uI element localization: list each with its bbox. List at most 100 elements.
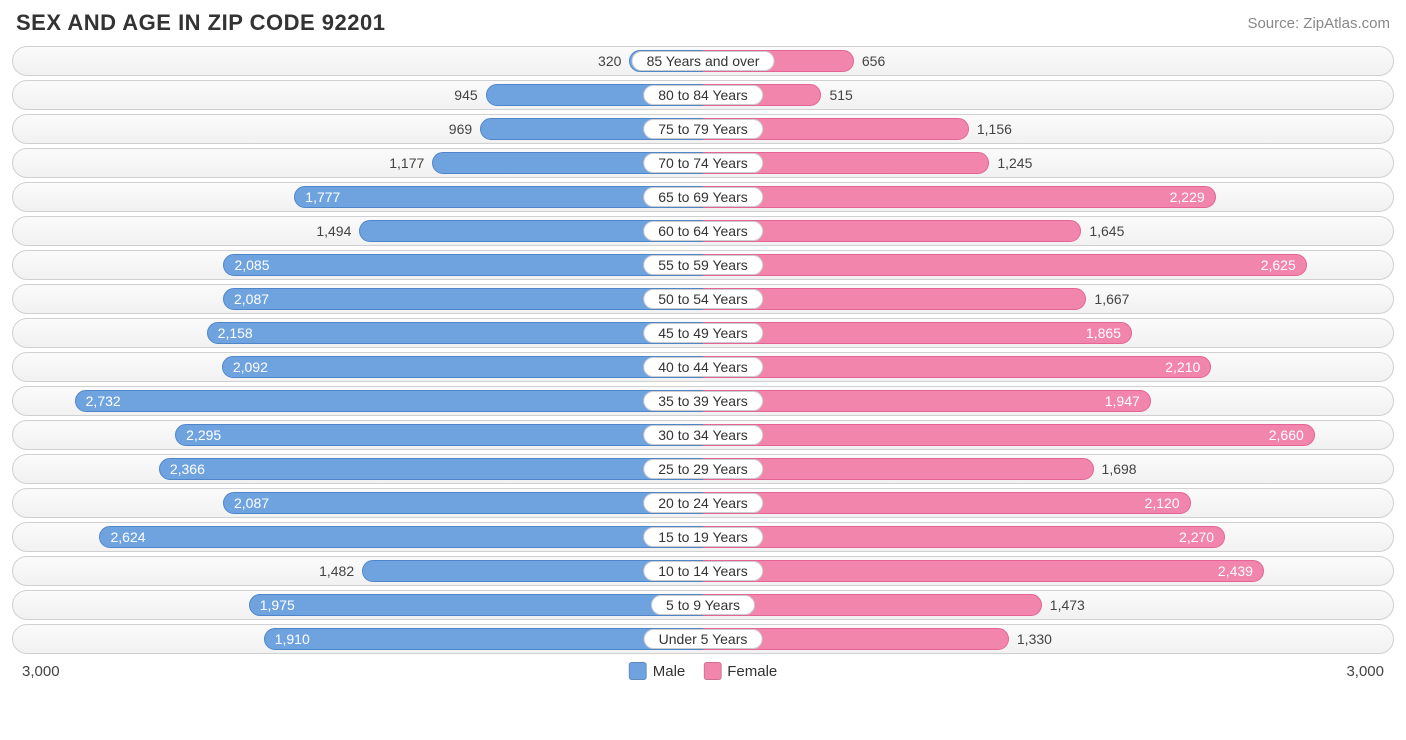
female-value: 1,330 <box>1009 631 1060 647</box>
male-bar: 2,085 <box>223 254 703 276</box>
pyramid-row: 969 1,156 75 to 79 Years <box>12 114 1394 144</box>
age-category-label: 40 to 44 Years <box>643 357 763 377</box>
male-value: 1,482 <box>311 563 362 579</box>
age-category-label: 75 to 79 Years <box>643 119 763 139</box>
male-bar: 2,366 <box>159 458 703 480</box>
male-half: 2,085 <box>13 251 703 279</box>
female-half: 1,947 <box>703 387 1393 415</box>
male-bar: 2,087 <box>223 492 703 514</box>
male-half: 2,624 <box>13 523 703 551</box>
chart-header: SEX AND AGE IN ZIP CODE 92201 Source: Zi… <box>12 10 1394 46</box>
age-category-label: 10 to 14 Years <box>643 561 763 581</box>
pyramid-row: 2,7321,94735 to 39 Years <box>12 386 1394 416</box>
legend-label-male: Male <box>653 663 686 680</box>
male-bar: 2,087 <box>223 288 703 310</box>
male-half: 1,777 <box>13 183 703 211</box>
female-bar: 2,210 <box>703 356 1211 378</box>
female-value: 656 <box>854 53 893 69</box>
age-category-label: 80 to 84 Years <box>643 85 763 105</box>
female-half: 1,667 <box>703 285 1393 313</box>
legend-swatch-female <box>703 662 721 680</box>
pyramid-row: 1,777 2,229 65 to 69 Years <box>12 182 1394 212</box>
pyramid-row: 1,9101,330Under 5 Years <box>12 624 1394 654</box>
chart-source: Source: ZipAtlas.com <box>1247 15 1390 32</box>
female-bar: 2,120 <box>703 492 1191 514</box>
male-half: 2,087 <box>13 489 703 517</box>
male-value: 1,177 <box>381 155 432 171</box>
male-half: 1,482 <box>13 557 703 585</box>
male-bar: 2,092 <box>222 356 703 378</box>
male-value: 2,295 <box>176 427 231 443</box>
female-value: 2,439 <box>1208 563 1263 579</box>
female-value: 1,156 <box>969 121 1020 137</box>
female-half: 2,270 <box>703 523 1393 551</box>
female-bar: 2,660 <box>703 424 1315 446</box>
male-half: 2,732 <box>13 387 703 415</box>
male-half: 1,494 <box>13 217 703 245</box>
pyramid-row: 2,087 1,667 50 to 54 Years <box>12 284 1394 314</box>
pyramid-row: 1,4941,64560 to 64 Years <box>12 216 1394 246</box>
pyramid-row: 1,975 1,473 5 to 9 Years <box>12 590 1394 620</box>
age-category-label: 50 to 54 Years <box>643 289 763 309</box>
female-bar: 2,270 <box>703 526 1225 548</box>
female-half: 656 <box>703 47 1393 75</box>
age-category-label: 25 to 29 Years <box>643 459 763 479</box>
chart-title: SEX AND AGE IN ZIP CODE 92201 <box>16 10 385 36</box>
female-half: 2,210 <box>703 353 1393 381</box>
female-value: 2,625 <box>1251 257 1306 273</box>
axis-label-right: 3,000 <box>1346 663 1384 680</box>
female-bar: 2,229 <box>703 186 1216 208</box>
pyramid-row: 2,6242,27015 to 19 Years <box>12 522 1394 552</box>
pyramid-row: 2,158 1,86545 to 49 Years <box>12 318 1394 348</box>
female-value: 1,473 <box>1042 597 1093 613</box>
male-value: 2,624 <box>100 529 155 545</box>
pyramid-row: 1,482 2,439 10 to 14 Years <box>12 556 1394 586</box>
female-value: 2,229 <box>1160 189 1215 205</box>
female-half: 1,865 <box>703 319 1393 347</box>
female-half: 2,439 <box>703 557 1393 585</box>
male-half: 2,366 <box>13 455 703 483</box>
female-half: 2,229 <box>703 183 1393 211</box>
age-category-label: 65 to 69 Years <box>643 187 763 207</box>
female-half: 1,156 <box>703 115 1393 143</box>
male-value: 969 <box>441 121 480 137</box>
legend-label-female: Female <box>727 663 777 680</box>
female-half: 1,245 <box>703 149 1393 177</box>
pyramid-row: 2,295 2,66030 to 34 Years <box>12 420 1394 450</box>
chart-rows: 32065685 Years and over94551580 to 84 Ye… <box>12 46 1394 654</box>
male-bar: 2,624 <box>99 526 703 548</box>
male-value: 2,087 <box>224 495 279 511</box>
age-category-label: 20 to 24 Years <box>643 493 763 513</box>
male-value: 2,158 <box>208 325 263 341</box>
axis-label-left: 3,000 <box>22 663 60 680</box>
female-bar: 2,439 <box>703 560 1264 582</box>
age-category-label: 45 to 49 Years <box>643 323 763 343</box>
male-half: 1,975 <box>13 591 703 619</box>
pyramid-row: 2,3661,69825 to 29 Years <box>12 454 1394 484</box>
female-value: 1,245 <box>989 155 1040 171</box>
age-category-label: 70 to 74 Years <box>643 153 763 173</box>
chart-legend: Male Female <box>629 662 778 680</box>
male-bar: 1,777 <box>294 186 703 208</box>
chart-footer: 3,000 Male Female 3,000 <box>12 654 1394 682</box>
female-half: 515 <box>703 81 1393 109</box>
female-half: 2,120 <box>703 489 1393 517</box>
age-category-label: 5 to 9 Years <box>651 595 755 615</box>
female-value: 1,645 <box>1081 223 1132 239</box>
male-half: 2,087 <box>13 285 703 313</box>
male-half: 2,092 <box>13 353 703 381</box>
male-value: 945 <box>446 87 485 103</box>
pyramid-row: 945 51580 to 84 Years <box>12 80 1394 110</box>
male-value: 2,732 <box>76 393 131 409</box>
male-value: 2,092 <box>223 359 278 375</box>
female-half: 1,473 <box>703 591 1393 619</box>
legend-item-female: Female <box>703 662 777 680</box>
male-bar: 1,910 <box>264 628 703 650</box>
male-value: 2,087 <box>224 291 279 307</box>
female-value: 1,667 <box>1086 291 1137 307</box>
male-value: 2,366 <box>160 461 215 477</box>
female-value: 2,210 <box>1155 359 1210 375</box>
male-bar: 2,732 <box>75 390 703 412</box>
pyramid-row: 1,177 1,245 70 to 74 Years <box>12 148 1394 178</box>
age-category-label: 30 to 34 Years <box>643 425 763 445</box>
